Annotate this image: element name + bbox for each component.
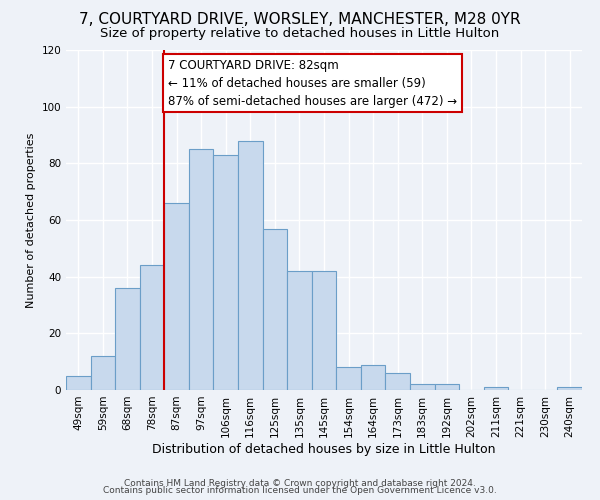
Bar [361, 364, 385, 390]
Text: Contains HM Land Registry data © Crown copyright and database right 2024.: Contains HM Land Registry data © Crown c… [124, 478, 476, 488]
Text: 7 COURTYARD DRIVE: 82sqm
← 11% of detached houses are smaller (59)
87% of semi-d: 7 COURTYARD DRIVE: 82sqm ← 11% of detach… [168, 58, 457, 108]
Text: 7, COURTYARD DRIVE, WORSLEY, MANCHESTER, M28 0YR: 7, COURTYARD DRIVE, WORSLEY, MANCHESTER,… [79, 12, 521, 28]
Text: Size of property relative to detached houses in Little Hulton: Size of property relative to detached ho… [100, 28, 500, 40]
Y-axis label: Number of detached properties: Number of detached properties [26, 132, 36, 308]
Bar [214, 155, 238, 390]
Bar [164, 203, 189, 390]
Bar [140, 266, 164, 390]
Bar [115, 288, 140, 390]
Bar [385, 373, 410, 390]
X-axis label: Distribution of detached houses by size in Little Hulton: Distribution of detached houses by size … [152, 442, 496, 456]
Bar [263, 228, 287, 390]
Bar [91, 356, 115, 390]
Bar [189, 149, 214, 390]
Bar [287, 271, 312, 390]
Bar [66, 376, 91, 390]
Bar [410, 384, 434, 390]
Bar [312, 271, 336, 390]
Bar [238, 140, 263, 390]
Bar [557, 387, 582, 390]
Bar [434, 384, 459, 390]
Bar [484, 387, 508, 390]
Text: Contains public sector information licensed under the Open Government Licence v3: Contains public sector information licen… [103, 486, 497, 495]
Bar [336, 368, 361, 390]
